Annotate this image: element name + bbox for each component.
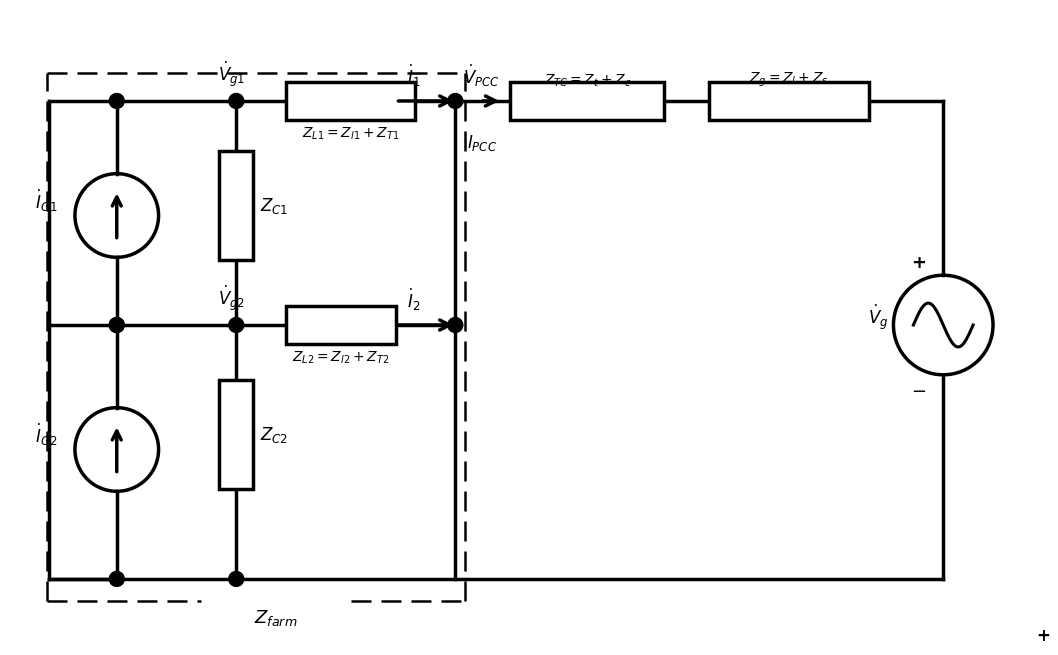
Bar [219, 151, 253, 260]
Circle shape [109, 571, 124, 586]
Text: $Z_{C2}$: $Z_{C2}$ [260, 424, 288, 445]
Bar [219, 380, 253, 489]
Text: $Z_{TC}=Z_t+Z_c$: $Z_{TC}=Z_t+Z_c$ [544, 73, 631, 89]
Bar [286, 82, 416, 120]
Circle shape [229, 571, 243, 586]
Circle shape [448, 318, 462, 333]
Text: $Z_{L1}=Z_{l1}+Z_{T1}$: $Z_{L1}=Z_{l1}+Z_{T1}$ [303, 126, 400, 142]
Circle shape [109, 94, 124, 109]
Text: $Z_{L2}=Z_{l2}+Z_{T2}$: $Z_{L2}=Z_{l2}+Z_{T2}$ [292, 350, 389, 366]
Text: $\dot{I}_2$: $\dot{I}_2$ [407, 287, 420, 313]
Text: $Z_{farm}$: $Z_{farm}$ [254, 608, 297, 627]
Circle shape [109, 318, 124, 333]
Text: $\dot{I}_{G2}$: $\dot{I}_{G2}$ [35, 421, 57, 447]
Text: $\dot{I}_{G1}$: $\dot{I}_{G1}$ [35, 187, 57, 214]
Text: $I_{PCC}$: $I_{PCC}$ [468, 133, 497, 153]
Bar [510, 82, 664, 120]
Text: $\dot{I}_1$: $\dot{I}_1$ [406, 63, 420, 89]
Text: $Z_{C1}$: $Z_{C1}$ [260, 196, 289, 215]
Text: $\dot{V}_{PCC}$: $\dot{V}_{PCC}$ [463, 63, 500, 89]
Text: +: + [1036, 627, 1050, 645]
Text: $\dot{V}_{g1}$: $\dot{V}_{g1}$ [218, 60, 244, 89]
Text: $\dot{V}_{g2}$: $\dot{V}_{g2}$ [218, 284, 244, 313]
Bar [709, 82, 869, 120]
Text: $-$: $-$ [911, 381, 926, 399]
Text: $Z_g=Z_l+Z_s$: $Z_g=Z_l+Z_s$ [749, 71, 828, 89]
Bar [286, 306, 396, 344]
Text: +: + [911, 254, 926, 272]
Circle shape [229, 94, 243, 109]
Circle shape [448, 94, 462, 109]
Circle shape [109, 318, 124, 333]
Circle shape [229, 318, 243, 333]
Text: $\dot{V}_g$: $\dot{V}_g$ [869, 303, 889, 331]
